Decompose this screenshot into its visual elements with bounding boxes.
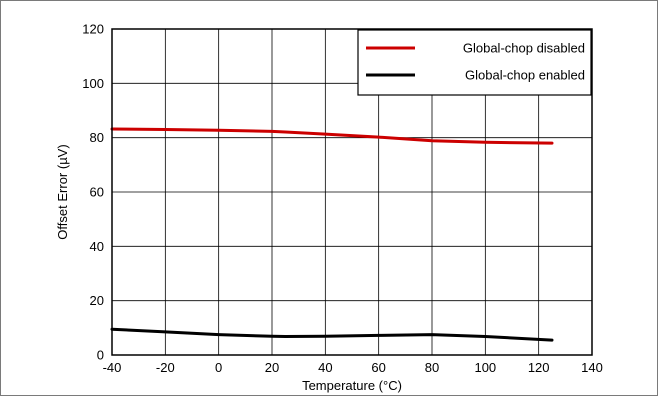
series-line-2 xyxy=(110,327,554,342)
x-tick-label: 0 xyxy=(215,360,222,375)
x-tick-label: 20 xyxy=(265,360,279,375)
y-tick-label: 60 xyxy=(90,185,104,200)
y-tick-label: 20 xyxy=(90,293,104,308)
x-tick-label: -20 xyxy=(156,360,175,375)
y-tick-label: 40 xyxy=(90,239,104,254)
x-tick-label: 120 xyxy=(528,360,550,375)
x-tick-labels: -40 -20 0 20 40 60 80 100 120 140 xyxy=(103,360,603,375)
y-tick-label: 0 xyxy=(97,348,104,363)
y-tick-label: 120 xyxy=(82,22,104,37)
y-tick-label: 80 xyxy=(90,130,104,145)
y-axis-label: Offset Error (µV) xyxy=(55,144,70,239)
x-tick-label: -40 xyxy=(103,360,122,375)
y-tick-label: 100 xyxy=(82,76,104,91)
legend: Global-chop disabled Global-chop enabled xyxy=(357,29,592,96)
legend-label: Global-chop disabled xyxy=(463,41,585,56)
legend-box xyxy=(357,29,592,96)
x-tick-label: 60 xyxy=(371,360,385,375)
x-tick-label: 140 xyxy=(581,360,603,375)
x-tick-label: 80 xyxy=(425,360,439,375)
x-tick-label: 100 xyxy=(474,360,496,375)
y-tick-labels: 0 20 40 60 80 100 120 xyxy=(82,22,104,363)
plot-border xyxy=(111,28,593,356)
series-layer xyxy=(110,127,554,342)
legend-label: Global-chop enabled xyxy=(465,68,585,83)
x-tick-label: 40 xyxy=(318,360,332,375)
series-line-1 xyxy=(110,127,554,145)
x-axis-label: Temperature (°C) xyxy=(302,378,402,393)
